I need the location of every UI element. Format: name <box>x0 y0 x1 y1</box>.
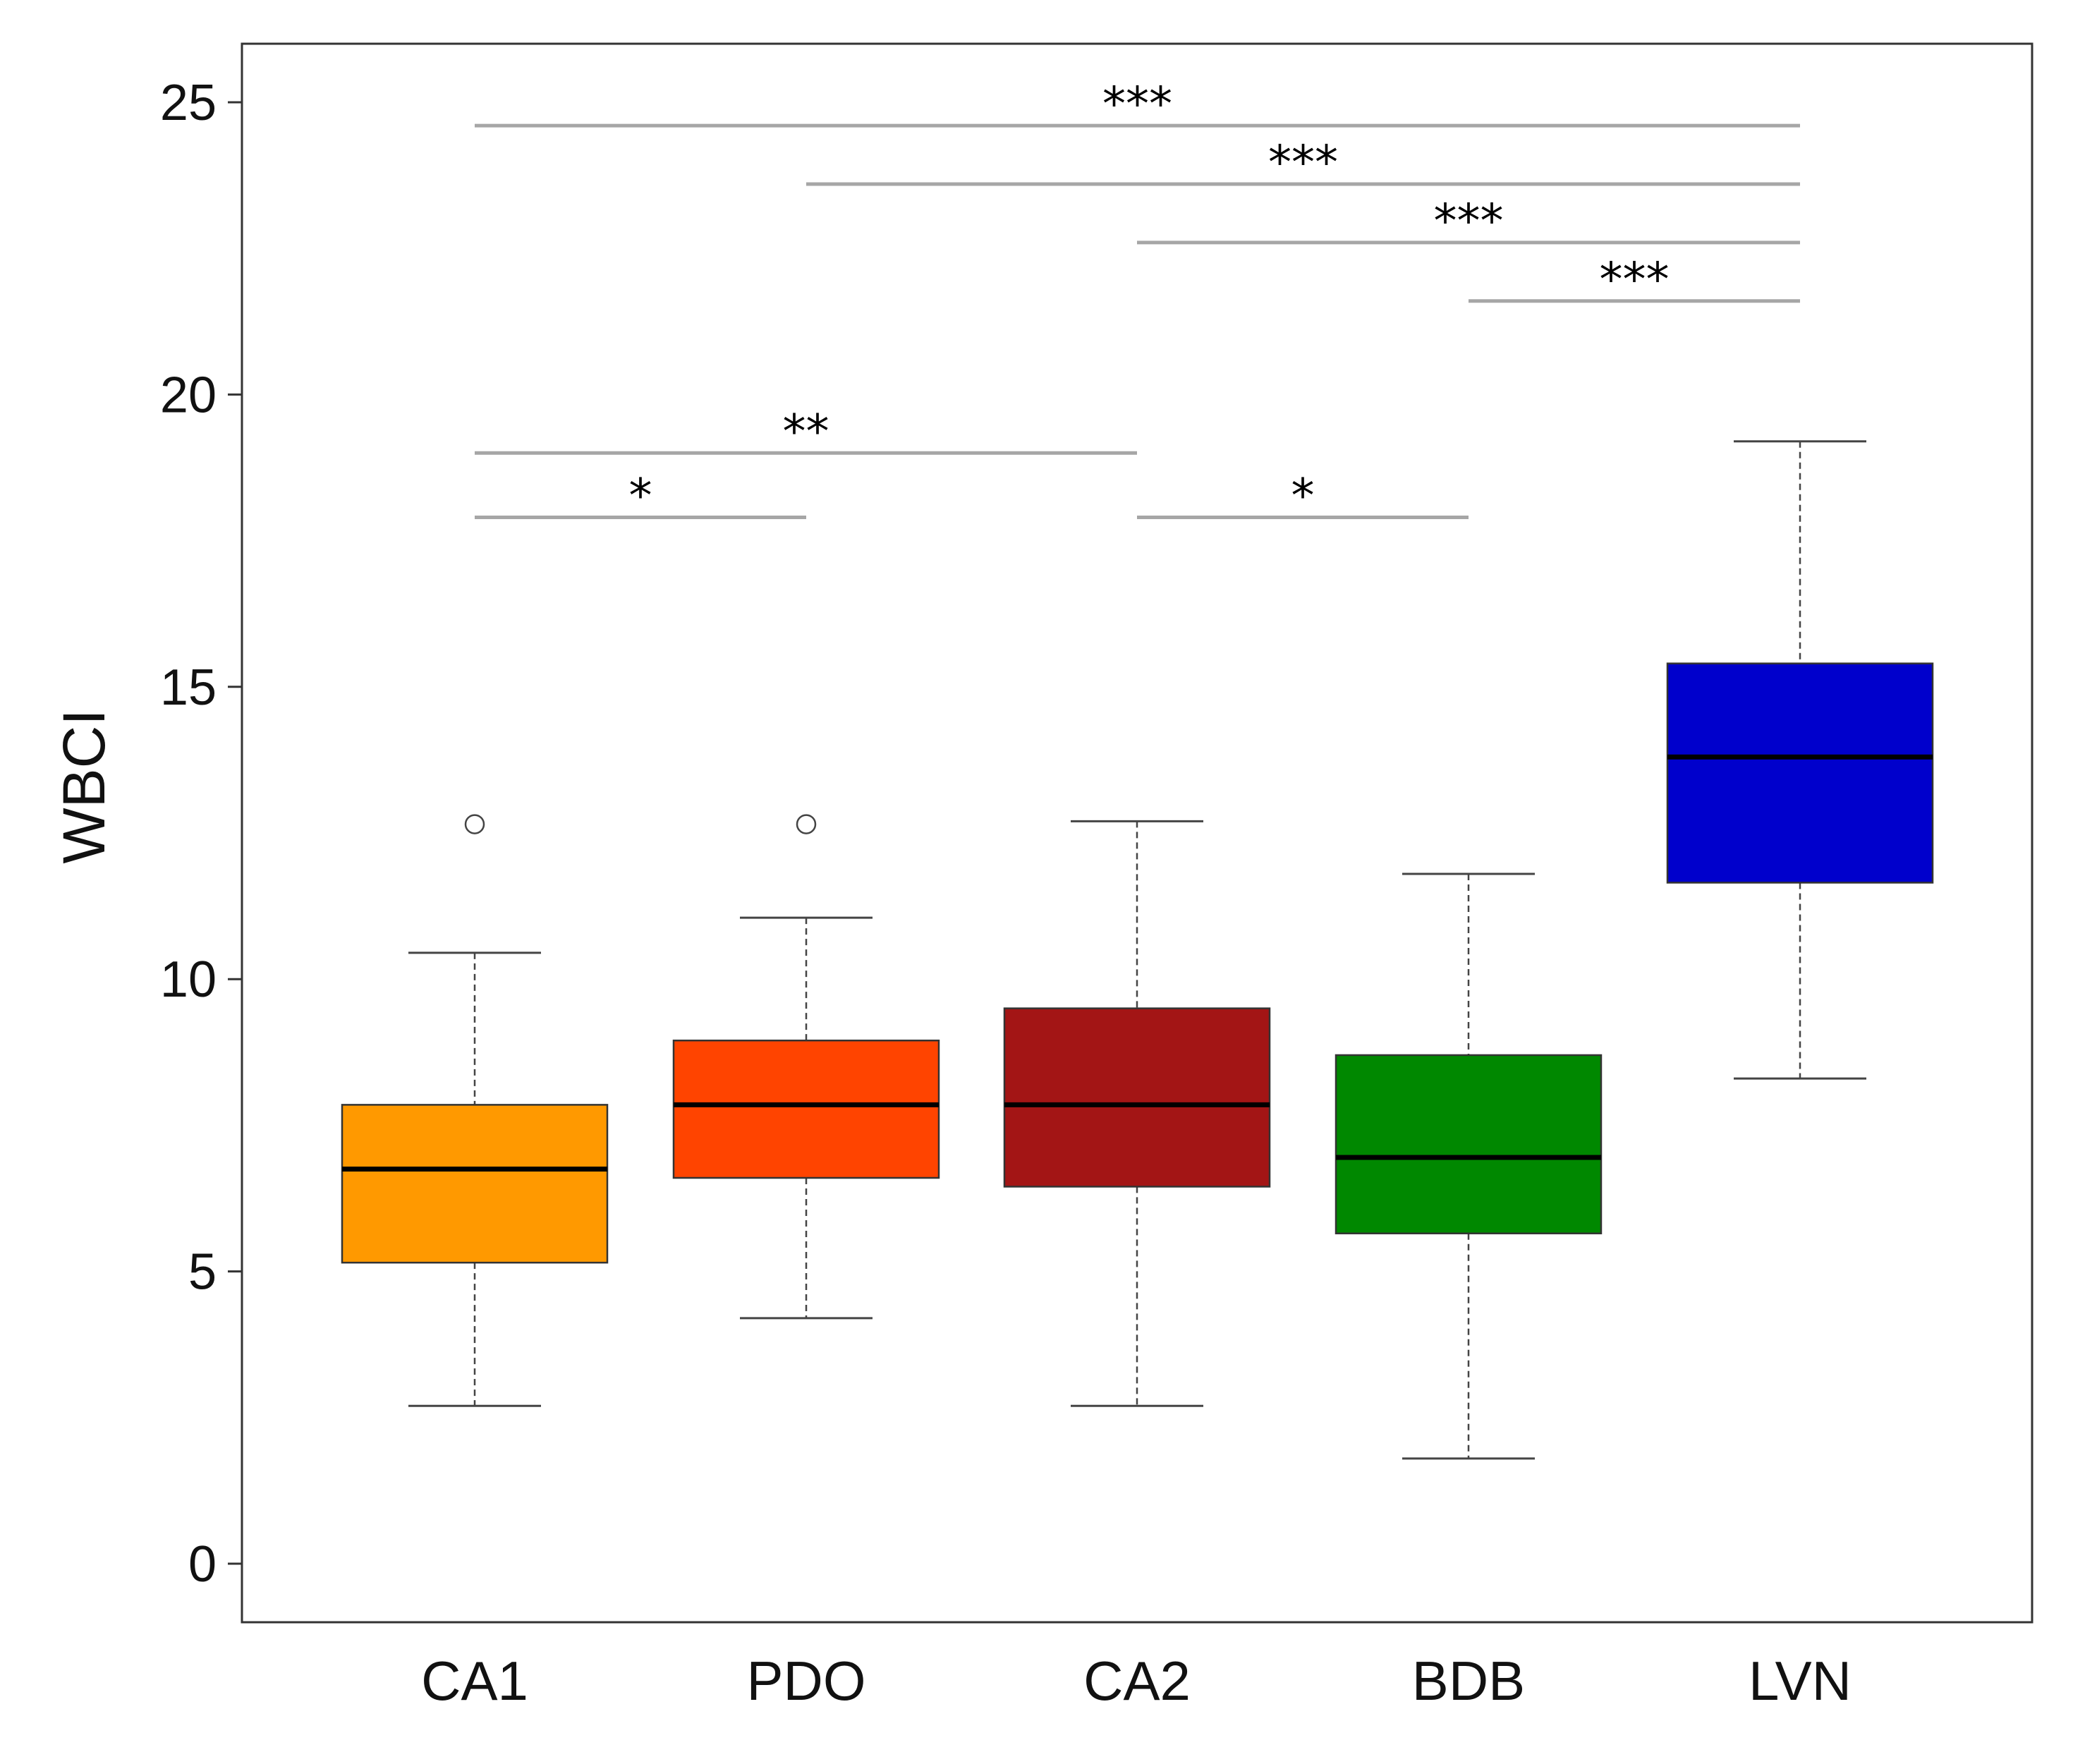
boxes <box>341 440 1934 1460</box>
iqr-box <box>1335 1054 1603 1234</box>
y-tick-label-15: 15 <box>160 659 217 716</box>
iqr-box <box>341 1104 609 1264</box>
box-pdo <box>672 814 940 1320</box>
significance-brackets: *************** * <box>475 77 1800 523</box>
x-label-ca1: CA1 <box>421 1650 528 1712</box>
box-bdb <box>1335 872 1603 1460</box>
y-tick-label-25: 25 <box>160 75 217 131</box>
sig-label-2: *** <box>1434 194 1504 248</box>
y-axis: 0 5 10 15 20 25 <box>160 75 242 1593</box>
sig-label-6: * <box>1291 468 1315 523</box>
x-label-ca2: CA2 <box>1083 1650 1191 1712</box>
outlier-point <box>796 814 817 834</box>
y-axis-title: WBCI <box>51 709 117 863</box>
sig-label-3: *** <box>1600 253 1670 307</box>
outlier-point <box>464 814 485 834</box>
box-ca1 <box>341 814 609 1407</box>
box-ca2 <box>1003 820 1271 1407</box>
sig-label-1: *** <box>1268 135 1338 190</box>
y-tick-label-5: 5 <box>188 1244 217 1301</box>
iqr-box <box>672 1039 940 1179</box>
y-tick-label-0: 0 <box>188 1536 217 1593</box>
sig-label-5: * <box>629 468 652 523</box>
iqr-box <box>1666 662 1934 884</box>
iqr-box <box>1003 1007 1271 1188</box>
box-lvn <box>1666 440 1934 1080</box>
x-label-bdb: BDB <box>1412 1650 1525 1712</box>
x-axis-labels: CA1 PDO CA2 BDB LVN <box>421 1650 1852 1712</box>
x-label-lvn: LVN <box>1749 1650 1852 1712</box>
sig-label-0: *** <box>1102 77 1172 131</box>
y-tick-label-10: 10 <box>160 951 217 1008</box>
plot-frame <box>241 42 2034 1624</box>
sig-label-4: ** <box>783 404 829 458</box>
x-label-pdo: PDO <box>746 1650 865 1712</box>
y-tick-label-20: 20 <box>160 367 217 423</box>
